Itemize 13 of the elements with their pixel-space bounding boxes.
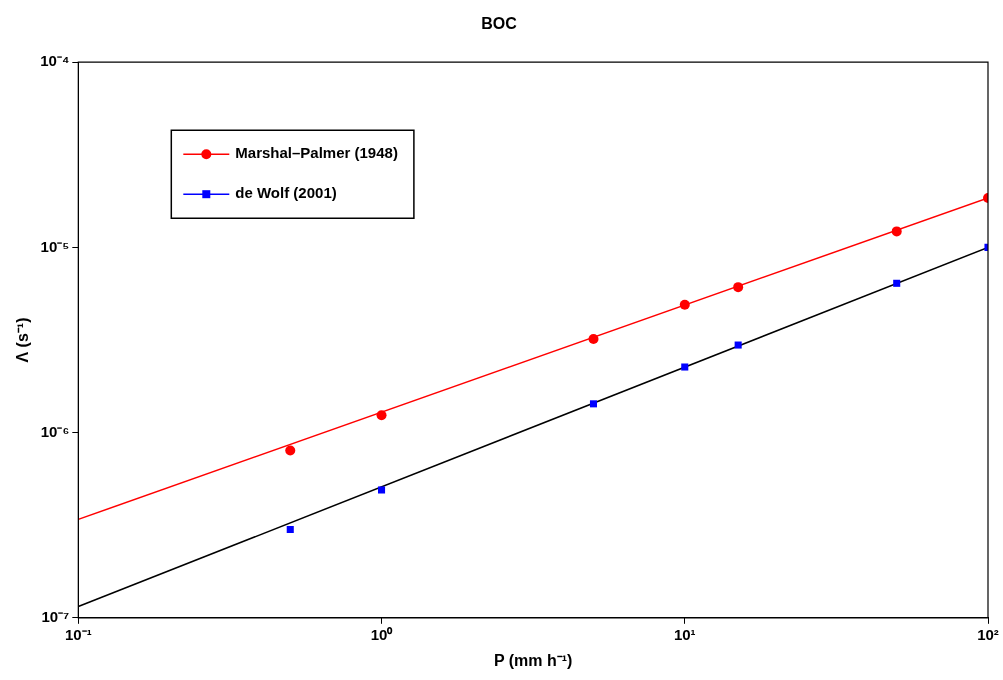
y-tick-label: 10⁻⁶: [40, 422, 70, 440]
chart-title: BOC: [481, 15, 518, 33]
x-tick-label: 10²: [977, 625, 999, 643]
x-tick-label: 10⁻¹: [64, 625, 92, 643]
y-axis-title: Λ (s⁻¹): [14, 317, 32, 363]
legend-label: Marshal–Palmer (1948): [235, 144, 398, 162]
y-tick-label: 10⁻⁷: [41, 607, 70, 625]
y-tick-label: 10⁻⁵: [40, 237, 70, 255]
x-tick-label: 10⁰: [370, 625, 394, 643]
x-tick-label: 10¹: [673, 625, 696, 643]
y-tick-label: 10⁻⁴: [40, 52, 70, 70]
legend-label: de Wolf (2001): [235, 184, 337, 202]
x-axis-title: P (mm h⁻¹): [493, 651, 573, 669]
